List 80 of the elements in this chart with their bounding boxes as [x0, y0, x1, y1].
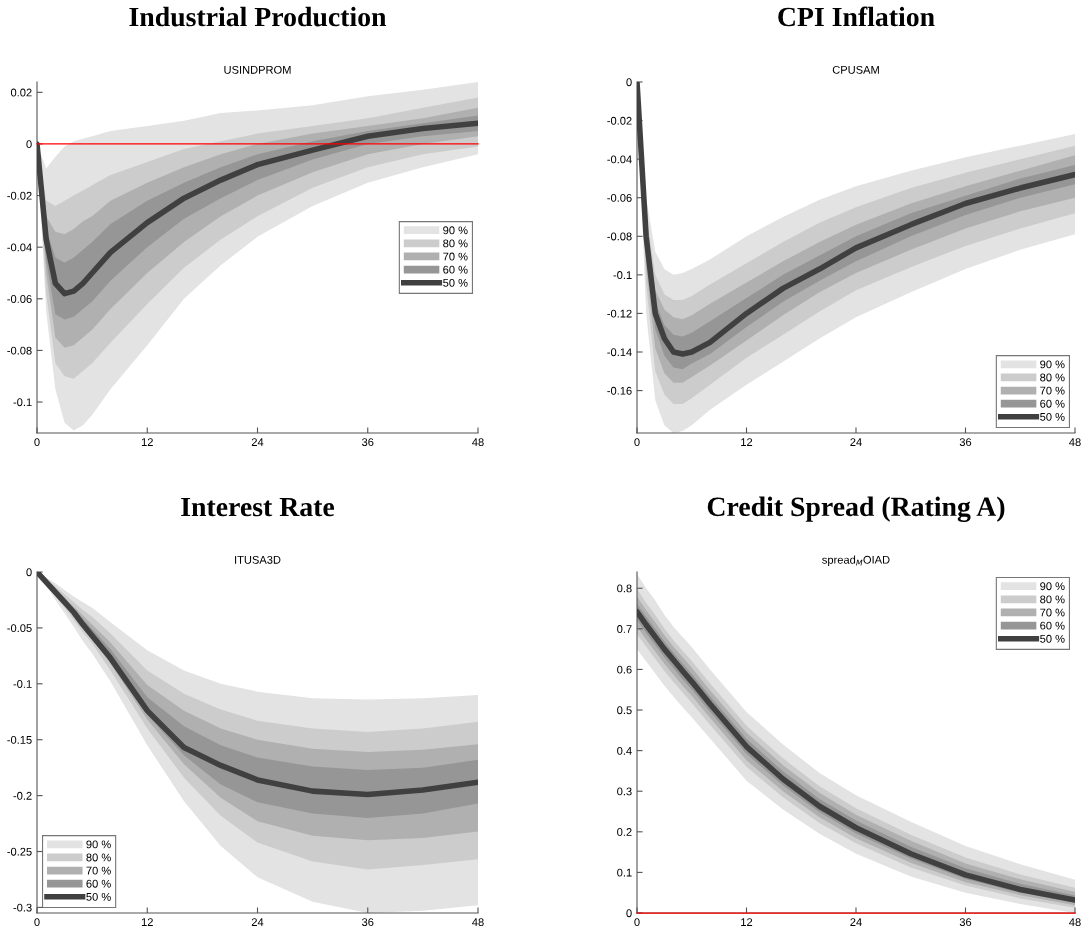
y-tick-label: -0.15: [7, 735, 32, 744]
legend-label: 80 %: [1040, 373, 1065, 382]
y-tick-label: 0.4: [617, 746, 632, 755]
legend-label: 90 %: [1040, 582, 1065, 591]
y-tick-label: -0.1: [613, 271, 632, 279]
y-tick-label: -0.04: [607, 155, 632, 164]
chart-title: CPI Inflation: [778, 6, 935, 27]
y-tick-label: -0.1: [13, 398, 32, 407]
y-tick-label: -0.16: [607, 386, 632, 395]
chart-subtitle: ITUSA3D: [235, 555, 281, 564]
chart-title: Interest Rate: [181, 497, 335, 517]
y-tick-label: 0.5: [617, 706, 632, 715]
y-tick-label: -0.05: [7, 624, 32, 633]
y-tick-label: -0.1: [13, 680, 32, 688]
legend-label: 80 %: [443, 239, 468, 248]
x-tick-label: 0: [634, 438, 640, 447]
y-tick-label: -0.06: [607, 193, 632, 202]
y-tick-label: 0.3: [617, 787, 632, 796]
y-tick-label: -0.2: [13, 791, 32, 800]
x-tick-label: 12: [141, 918, 153, 926]
y-tick-label: -0.02: [7, 191, 32, 200]
y-tick-label: -0.04: [7, 243, 32, 252]
chart-title: Credit Spread (Rating A): [707, 496, 1005, 522]
legend-label: 50 %: [443, 278, 468, 287]
x-tick-label: 24: [850, 918, 862, 926]
legend-label: 70 %: [1040, 608, 1065, 617]
y-tick-label: 0.02: [10, 88, 32, 97]
x-tick-label: 24: [251, 918, 264, 926]
x-tick-label: 12: [741, 438, 753, 446]
x-tick-label: 36: [959, 918, 972, 927]
legend-label: 60 %: [443, 265, 468, 274]
x-tick-label: 0: [34, 918, 40, 927]
y-tick-label: -0.08: [607, 232, 632, 241]
x-tick-label: 24: [251, 438, 264, 446]
x-tick-label: 48: [1069, 438, 1081, 447]
x-tick-label: 48: [1069, 918, 1081, 927]
y-tick-label: -0.02: [607, 116, 632, 125]
y-tick-label: -0.06: [7, 295, 32, 303]
y-tick-label: 0: [26, 568, 32, 577]
y-tick-label: -0.3: [13, 903, 32, 912]
y-tick-label: 0: [26, 140, 32, 149]
y-tick-label: 0.2: [617, 828, 632, 836]
y-tick-label: -0.14: [607, 348, 632, 357]
legend-label: 60 %: [1040, 621, 1065, 630]
legend-label: 70 %: [86, 866, 111, 875]
x-tick-label: 0: [34, 438, 40, 447]
x-tick-label: 36: [959, 438, 972, 447]
legend-label: 70 %: [443, 252, 468, 261]
y-tick-label: -0.08: [7, 346, 32, 355]
x-tick-label: 12: [741, 918, 753, 926]
legend-label: 50 %: [1040, 412, 1065, 421]
y-tick-label: -0.25: [7, 847, 32, 856]
x-tick-label: 0: [634, 918, 640, 927]
legend-label: 90 %: [1040, 360, 1065, 369]
chart-subtitle: spread$_{M}$OIAD: [822, 555, 890, 566]
legend-label: 50 %: [1040, 634, 1065, 643]
y-tick-label: 0: [626, 909, 632, 918]
legend-label: 70 %: [1040, 386, 1065, 395]
legend-label: 80 %: [86, 853, 111, 862]
legend-label: 80 %: [1040, 595, 1065, 604]
x-tick-label: 48: [472, 438, 484, 447]
legend-label: 50 %: [86, 892, 111, 901]
y-tick-label: 0.7: [617, 625, 632, 633]
y-tick-label: -0.12: [607, 309, 632, 318]
y-tick-label: 0: [626, 78, 632, 87]
y-tick-label: 0.8: [617, 584, 632, 593]
legend-label: 90 %: [86, 840, 111, 849]
legend-label: 60 %: [86, 879, 111, 888]
chart-subtitle: CPUSAM: [832, 65, 879, 74]
x-tick-label: 48: [472, 918, 484, 927]
y-tick-label: 0.6: [617, 665, 632, 674]
legend-label: 90 %: [443, 226, 468, 235]
y-tick-label: 0.1: [617, 868, 632, 877]
x-tick-label: 36: [361, 438, 374, 447]
legend-label: 60 %: [1040, 399, 1065, 408]
x-tick-label: 12: [141, 438, 153, 446]
x-tick-label: 24: [850, 438, 862, 446]
chart-title: Industrial Production: [129, 6, 387, 27]
chart-subtitle: USINDPROM: [224, 65, 291, 74]
x-tick-label: 36: [361, 918, 374, 927]
